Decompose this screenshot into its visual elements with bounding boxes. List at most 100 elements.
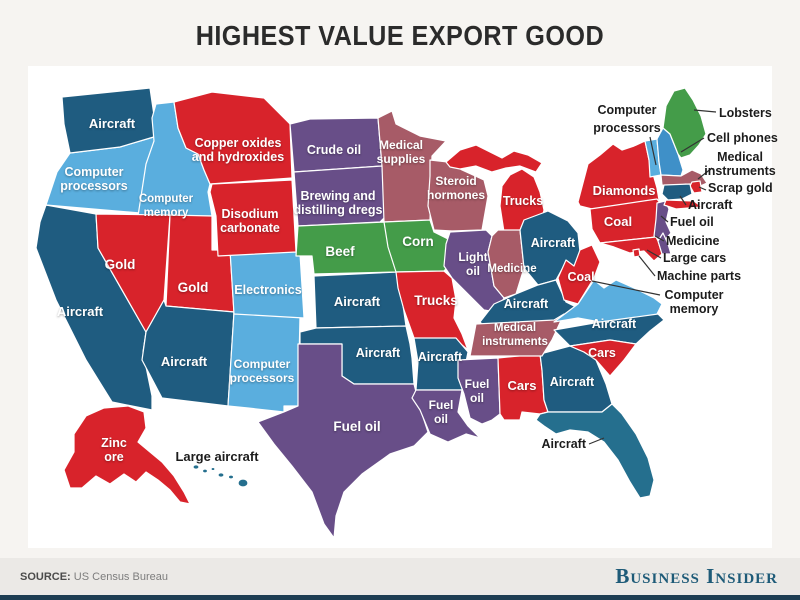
callout-label-md-large-cars: Large cars bbox=[663, 251, 726, 265]
footer-bar bbox=[0, 558, 800, 595]
state-me bbox=[662, 87, 707, 159]
state-wy-label: carbonate bbox=[220, 221, 280, 235]
state-mt-label: Copper oxides bbox=[195, 136, 282, 150]
state-sd bbox=[293, 165, 387, 227]
state-ne-label: Beef bbox=[325, 244, 355, 259]
state-nc-label: Aircraft bbox=[592, 317, 637, 331]
state-tn-label: Medical bbox=[494, 322, 536, 334]
state-nm-label: Computer bbox=[234, 357, 291, 371]
state-md bbox=[599, 236, 663, 262]
state-sd-label: distilling dregs bbox=[294, 203, 383, 217]
callout-line-de-medicine bbox=[654, 235, 665, 242]
callout-line-va-computer-memory bbox=[591, 280, 661, 296]
source-credit: SOURCE: US Census Bureau bbox=[20, 571, 168, 583]
callout-line-vt-computer-processors bbox=[649, 136, 657, 166]
state-ak bbox=[63, 405, 191, 505]
island-hi-2 bbox=[201, 468, 209, 474]
state-mt-label: and hydroxides bbox=[192, 150, 284, 164]
callout-label-hi-large-aircraft: Large aircraft bbox=[175, 449, 259, 464]
state-ky-label: Aircraft bbox=[504, 297, 549, 311]
state-ms-label: Fuel bbox=[465, 377, 490, 391]
state-wi-label: hormones bbox=[427, 188, 485, 202]
state-sc bbox=[569, 339, 637, 377]
state-il-label: oil bbox=[466, 264, 480, 278]
callout-label-ma-medical-instruments: Medical bbox=[717, 150, 763, 164]
callout-label-va-computer-memory: Computer bbox=[664, 288, 723, 302]
page-title: HIGHEST VALUE EXPORT GOOD bbox=[0, 20, 800, 52]
state-sc-label: Cars bbox=[588, 346, 616, 360]
callout-label-me-lobsters: Lobsters bbox=[719, 106, 772, 120]
callout-line-dc-machine-parts bbox=[638, 255, 656, 277]
state-tx-label: Fuel oil bbox=[333, 419, 380, 434]
state-ks-label: Aircraft bbox=[334, 294, 381, 309]
state-fl bbox=[535, 403, 655, 499]
island-hi-3 bbox=[210, 466, 216, 472]
source-label: SOURCE: bbox=[20, 571, 71, 583]
state-mi-up bbox=[445, 144, 543, 173]
island-hi-6 bbox=[237, 478, 249, 488]
state-az bbox=[141, 299, 235, 407]
state-la-label: oil bbox=[434, 412, 448, 426]
state-tx bbox=[257, 343, 429, 539]
state-wv bbox=[557, 244, 601, 305]
state-nd-label: Crude oil bbox=[307, 143, 361, 157]
page-title-text: HIGHEST VALUE EXPORT GOOD bbox=[195, 20, 605, 51]
callout-label-nj-fuel-oil: Fuel oil bbox=[670, 215, 714, 229]
callout-line-nj-fuel-oil bbox=[660, 215, 669, 223]
callout-label-ct-aircraft: Aircraft bbox=[688, 198, 733, 212]
state-in-label: Medicine bbox=[487, 263, 536, 275]
callout-label-dc-machine-parts: Machine parts bbox=[657, 269, 741, 283]
callout-label-vt-computer-processors: processors bbox=[593, 121, 660, 135]
state-wv-label: Coal bbox=[567, 270, 594, 284]
state-va bbox=[553, 279, 663, 323]
state-az-label: Aircraft bbox=[161, 354, 208, 369]
island-hi-1 bbox=[192, 464, 200, 470]
state-id-label: Computer bbox=[139, 193, 194, 205]
state-id-label: memory bbox=[144, 207, 189, 219]
state-wy bbox=[209, 179, 297, 257]
callout-label-va-computer-memory: memory bbox=[670, 302, 719, 316]
state-ia-label: Corn bbox=[402, 234, 434, 249]
callout-line-ma-medical-instruments bbox=[697, 167, 713, 180]
callout-label-ma-medical-instruments: instruments bbox=[704, 164, 776, 178]
state-long-island bbox=[663, 199, 703, 210]
state-sd-label: Brewing and bbox=[300, 189, 375, 203]
state-mo-label: Trucks bbox=[414, 293, 458, 308]
callout-label-de-medicine: Medicine bbox=[666, 234, 720, 248]
state-ga-label: Aircraft bbox=[550, 375, 595, 389]
state-la bbox=[411, 389, 481, 443]
callout-label-vt-computer-processors: Computer bbox=[597, 103, 656, 117]
state-oh-label: Aircraft bbox=[531, 236, 576, 250]
state-de bbox=[657, 232, 672, 255]
callout-line-nh-cell-phones bbox=[680, 137, 705, 153]
state-ca-label: Aircraft bbox=[57, 304, 104, 319]
callout-label-nh-cell-phones: Cell phones bbox=[707, 131, 778, 145]
state-ok-label: Aircraft bbox=[356, 346, 401, 360]
state-wa bbox=[61, 87, 158, 154]
state-nm-label: processors bbox=[230, 371, 295, 385]
state-mt bbox=[173, 91, 293, 185]
island-hi-4 bbox=[217, 472, 225, 478]
state-pa-label: Coal bbox=[604, 214, 632, 229]
state-or-label: processors bbox=[60, 179, 127, 193]
source-value: US Census Bureau bbox=[73, 571, 168, 583]
state-wy-label: Disodium bbox=[222, 207, 279, 221]
state-ar-label: Aircraft bbox=[418, 350, 463, 364]
state-co-label: Electronics bbox=[234, 283, 301, 297]
callout-label-fl-aircraft: Aircraft bbox=[542, 437, 587, 451]
state-ut-label: Gold bbox=[178, 280, 209, 295]
state-tn-label: instruments bbox=[482, 336, 548, 348]
state-ms-label: oil bbox=[470, 391, 484, 405]
callout-label-ri-scrap-gold: Scrap gold bbox=[708, 181, 773, 195]
state-nm bbox=[227, 311, 301, 413]
callout-line-ct-aircraft bbox=[679, 195, 687, 206]
island-hi-5 bbox=[227, 474, 235, 480]
state-nv-label: Gold bbox=[105, 257, 136, 272]
state-ak-label: Zinc bbox=[101, 436, 127, 450]
state-ny-label: Diamonds bbox=[593, 183, 656, 198]
state-mi-label: Trucks bbox=[503, 194, 543, 208]
callout-line-ri-scrap-gold bbox=[698, 186, 707, 191]
bottom-accent-strip bbox=[0, 595, 800, 600]
state-la-label: Fuel bbox=[429, 398, 454, 412]
